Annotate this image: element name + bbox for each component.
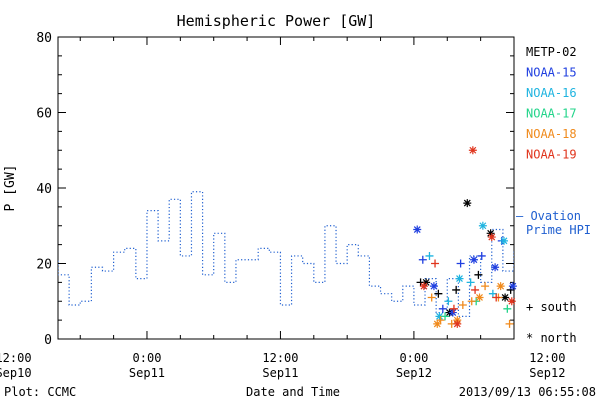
- marker-legend-north: * north: [526, 331, 577, 345]
- noaa-15-north-marker: [413, 225, 422, 234]
- x-axis-label: Date and Time: [246, 385, 340, 399]
- legend-item-noaa-17: NOAA-17: [526, 107, 577, 121]
- legend-item-noaa-16: NOAA-16: [526, 86, 577, 100]
- x-tick-time-2: 12:00: [262, 351, 298, 365]
- ovation-prime-hpi-line: [58, 191, 514, 317]
- marker-legend-south: + south: [526, 300, 577, 314]
- noaa-19-north-marker: [487, 233, 496, 242]
- x-tick-date-4: Sep12: [529, 366, 565, 380]
- noaa-15-south-marker: [438, 304, 447, 313]
- legend-item-noaa-18: NOAA-18: [526, 127, 577, 141]
- noaa-16-south-marker: [425, 251, 434, 260]
- y-tick-label-1: 20: [36, 258, 52, 273]
- y-tick-label-0: 0: [44, 333, 52, 348]
- x-tick-time-4: 12:00: [529, 351, 565, 365]
- y-axis-ticks: 0 20 40 60 80: [36, 31, 514, 348]
- legend-item-noaa-19: NOAA-19: [526, 148, 577, 162]
- metp-02-north-marker: [501, 293, 510, 302]
- noaa-15-north-marker: [491, 263, 500, 272]
- noaa-19-south-marker: [449, 304, 458, 313]
- x-tick-time-0: 12:00: [0, 351, 32, 365]
- metp-02-south-marker: [452, 285, 461, 294]
- noaa-19-north-marker: [419, 282, 428, 291]
- metp-02-south-marker: [474, 270, 483, 279]
- y-tick-label-4: 80: [36, 31, 52, 46]
- marker-legend: + south * north: [526, 300, 577, 345]
- chart-title: Hemispheric Power [GW]: [177, 12, 376, 30]
- x-tick-date-3: Sep12: [396, 366, 432, 380]
- noaa-16-south-marker: [444, 297, 453, 306]
- x-tick-time-3: 0:00: [399, 351, 428, 365]
- footer-timestamp: 2013/09/13 06:55:08: [459, 385, 596, 399]
- y-tick-label-3: 60: [36, 107, 52, 122]
- y-tick-label-2: 40: [36, 182, 52, 197]
- noaa-18-north-marker: [475, 293, 484, 302]
- noaa-17-south-marker: [441, 312, 450, 321]
- noaa-18-north-marker: [496, 282, 505, 291]
- noaa-19-north-marker: [507, 297, 516, 306]
- noaa-18-south-marker: [505, 319, 514, 328]
- noaa-15-north-marker: [508, 282, 517, 291]
- noaa-16-north-marker: [499, 236, 508, 245]
- noaa-19-south-marker: [492, 293, 501, 302]
- ovation-legend-line2: Prime HPI: [526, 223, 591, 237]
- x-axis-ticks: 12:00Sep100:00Sep1112:00Sep110:00Sep1212…: [0, 37, 565, 380]
- noaa-17-south-marker: [503, 304, 512, 313]
- legend-item-noaa-15: NOAA-15: [526, 66, 577, 80]
- noaa-18-south-marker: [467, 297, 476, 306]
- noaa-16-south-marker: [466, 278, 475, 287]
- noaa-18-north-marker: [433, 319, 442, 328]
- noaa-18-south-marker: [481, 282, 490, 291]
- noaa-15-north-marker: [448, 308, 457, 317]
- noaa-19-north-marker: [468, 146, 477, 155]
- metp-02-south-marker: [434, 289, 443, 298]
- noaa-15-south-marker: [477, 251, 486, 260]
- noaa-16-north-marker: [455, 274, 464, 283]
- metp-02-north-marker: [463, 199, 472, 208]
- noaa-15-north-marker: [429, 282, 438, 291]
- satellite-markers: [413, 146, 517, 328]
- noaa-15-south-marker: [418, 255, 427, 264]
- metp-02-north-marker: [422, 278, 431, 287]
- noaa-16-south-marker: [488, 289, 497, 298]
- legend-item-metp-02: METP-02: [526, 45, 577, 59]
- noaa-16-north-marker: [435, 312, 444, 321]
- noaa-18-south-marker: [436, 316, 445, 325]
- x-tick-time-1: 0:00: [133, 351, 162, 365]
- noaa-15-north-marker: [469, 255, 478, 264]
- noaa-18-south-marker: [427, 293, 436, 302]
- x-tick-date-2: Sep11: [262, 366, 298, 380]
- noaa-19-south-marker: [471, 285, 480, 294]
- noaa-19-south-marker: [431, 259, 440, 268]
- metp-02-north-marker: [486, 229, 495, 238]
- x-tick-date-1: Sep11: [129, 366, 165, 380]
- noaa-16-north-marker: [478, 221, 487, 230]
- plot-frame: [57, 36, 515, 340]
- y-axis-label: P [GW]: [3, 165, 18, 212]
- noaa-18-south-marker: [458, 301, 467, 310]
- noaa-15-south-marker: [456, 259, 465, 268]
- ovation-legend-line1: – Ovation: [516, 209, 581, 223]
- noaa-19-north-marker: [453, 319, 462, 328]
- footer-plot-credit: Plot: CCMC: [4, 385, 76, 399]
- ovation-step-path: [58, 191, 514, 317]
- satellite-legend: METP-02 NOAA-15 NOAA-16 NOAA-17 NOAA-18 NOAA-…: [526, 45, 577, 162]
- x-tick-date-0: Sep10: [0, 366, 32, 380]
